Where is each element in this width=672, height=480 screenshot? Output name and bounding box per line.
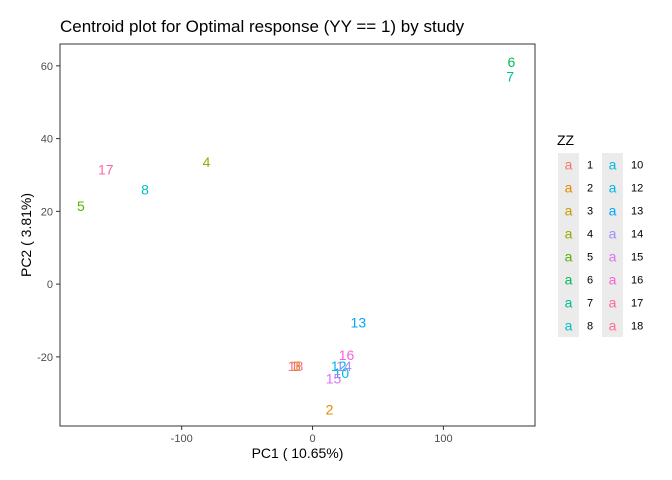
legend-key-12: a	[609, 180, 617, 196]
legend-key-column	[558, 153, 579, 337]
point-label-7: 7	[506, 69, 514, 85]
legend-label-15: 15	[631, 252, 643, 264]
legend-key-7: a	[565, 295, 573, 311]
point-label-18: 18	[288, 358, 304, 374]
y-tick-label: 60	[41, 61, 53, 73]
legend-key-16: a	[609, 272, 617, 288]
x-tick-label: -100	[171, 433, 193, 445]
legend-key-2: a	[565, 180, 573, 196]
legend: ZZ a 1 a 2 a 3 a 4 a 5 a 6 a 7 a 8 a 10 a 12 a 13 a 14 a 15 a 16 a 17…	[557, 132, 643, 337]
legend-label-14: 14	[631, 229, 643, 241]
legend-label-18: 18	[631, 321, 643, 333]
y-tick-label: 0	[47, 279, 53, 291]
legend-label-8: 8	[587, 321, 593, 333]
legend-key-10: a	[609, 157, 617, 173]
y-axis-label: PC2 ( 3.81%)	[18, 193, 34, 277]
legend-label-12: 12	[631, 183, 643, 195]
legend-key-1: a	[565, 157, 573, 173]
legend-label-2: 2	[587, 183, 593, 195]
x-axis-label: PC1 ( 10.65%)	[252, 445, 344, 461]
point-label-14: 14	[336, 358, 352, 374]
legend-key-17: a	[609, 295, 617, 311]
legend-label-5: 5	[587, 252, 593, 264]
legend-title: ZZ	[557, 132, 575, 148]
legend-label-4: 4	[587, 229, 593, 241]
point-label-5: 5	[77, 198, 85, 214]
point-label-3: 3	[293, 358, 301, 374]
legend-label-1: 1	[587, 160, 593, 172]
legend-key-6: a	[565, 272, 573, 288]
legend-label-13: 13	[631, 206, 643, 218]
legend-key-4: a	[565, 226, 573, 242]
legend-label-17: 17	[631, 298, 643, 310]
point-label-17: 17	[98, 162, 114, 178]
y-axis: -20 0 20 40 60	[37, 61, 60, 364]
legend-key-13: a	[609, 203, 617, 219]
legend-key-14: a	[609, 226, 617, 242]
plot-panel	[59, 43, 536, 427]
y-tick-label: -20	[37, 352, 53, 364]
legend-key-18: a	[609, 318, 617, 334]
point-label-13: 13	[351, 314, 367, 330]
x-tick-label: 0	[309, 433, 315, 445]
point-label-6: 6	[508, 54, 516, 70]
point-label-4: 4	[203, 154, 211, 170]
point-label-8: 8	[141, 182, 149, 198]
legend-key-8: a	[565, 318, 573, 334]
point-label-1: 1	[290, 358, 298, 374]
legend-label-7: 7	[587, 298, 593, 310]
x-tick-label: 100	[434, 433, 452, 445]
legend-label-10: 10	[631, 160, 643, 172]
legend-label-3: 3	[587, 206, 593, 218]
point-label-16: 16	[339, 347, 355, 363]
chart-title: Centroid plot for Optimal response (YY =…	[60, 17, 465, 36]
y-tick-label: 20	[41, 206, 53, 218]
legend-label-16: 16	[631, 275, 643, 287]
point-label-15: 15	[326, 371, 342, 387]
legend-key-15: a	[609, 249, 617, 265]
legend-key-column	[602, 153, 623, 337]
legend-key-5: a	[565, 249, 573, 265]
legend-key-3: a	[565, 203, 573, 219]
legend-label-6: 6	[587, 275, 593, 287]
point-label-12: 12	[331, 358, 347, 374]
y-tick-label: 40	[41, 134, 53, 146]
x-axis: -100 0 100	[171, 426, 453, 445]
point-label-10: 10	[334, 365, 350, 381]
point-label-2: 2	[326, 402, 334, 418]
